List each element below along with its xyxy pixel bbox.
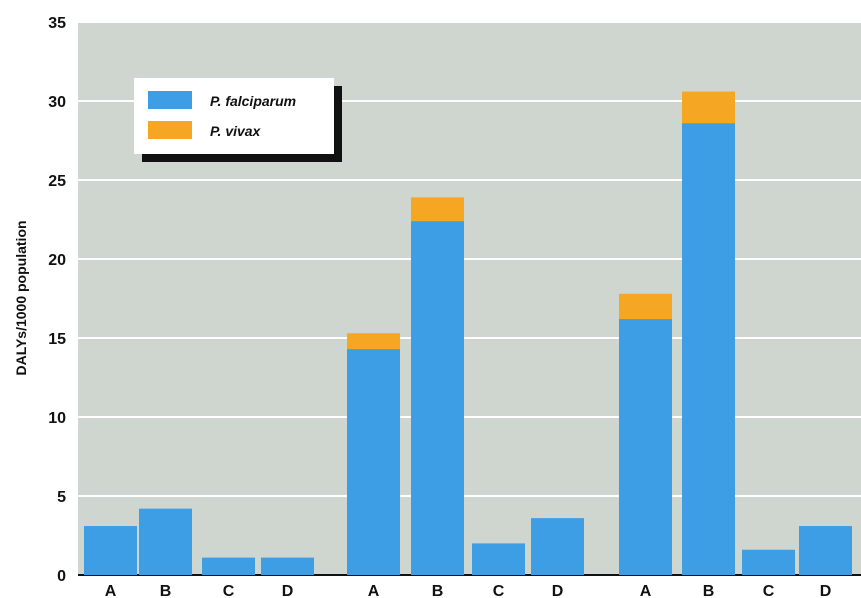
legend: P. falciparum P. vivax [134, 78, 342, 162]
bar-falciparum [411, 221, 464, 575]
y-tick-label: 15 [48, 331, 66, 348]
x-tick-label: C [763, 583, 775, 598]
y-tick-label: 0 [57, 568, 66, 585]
x-tick-label: B [703, 583, 715, 598]
x-tick-label: A [105, 583, 117, 598]
x-tick-label: B [432, 583, 444, 598]
y-tick-label: 25 [48, 173, 66, 190]
legend-box [134, 78, 334, 154]
y-tick-label: 35 [48, 15, 66, 32]
bar-falciparum [472, 543, 525, 575]
x-tick-label: C [223, 583, 235, 598]
x-tick-label: C [493, 583, 505, 598]
y-axis-ticks: 0 5 10 15 20 25 30 35 [48, 15, 66, 585]
bar-falciparum [139, 508, 192, 575]
y-tick-label: 30 [48, 94, 66, 111]
legend-swatch-falciparum [148, 91, 192, 109]
bar-falciparum [202, 557, 255, 575]
y-axis-label: DALYs/1000 population [13, 220, 29, 375]
bar-falciparum [531, 518, 584, 575]
x-tick-label: D [820, 583, 832, 598]
x-tick-label: D [552, 583, 564, 598]
y-tick-label: 20 [48, 252, 66, 269]
bar-falciparum [84, 526, 137, 575]
bar-falciparum [682, 123, 735, 576]
bar-vivax [619, 293, 672, 320]
bar-falciparum [347, 349, 400, 575]
x-tick-label: B [160, 583, 172, 598]
bar-falciparum [261, 557, 314, 575]
y-tick-label: 5 [57, 489, 66, 506]
bar-vivax [682, 91, 735, 124]
x-tick-label: D [282, 583, 294, 598]
legend-swatch-vivax [148, 121, 192, 139]
legend-label-falciparum: P. falciparum [210, 93, 296, 109]
y-tick-label: 10 [48, 410, 66, 427]
x-tick-label: A [368, 583, 380, 598]
bar-vivax [411, 197, 464, 222]
bar-falciparum [742, 549, 795, 575]
bars [84, 91, 852, 576]
bar-falciparum [619, 319, 672, 575]
x-tick-label: A [640, 583, 652, 598]
legend-label-vivax: P. vivax [210, 123, 262, 139]
bar-vivax [347, 333, 400, 350]
bar-falciparum [799, 526, 852, 575]
